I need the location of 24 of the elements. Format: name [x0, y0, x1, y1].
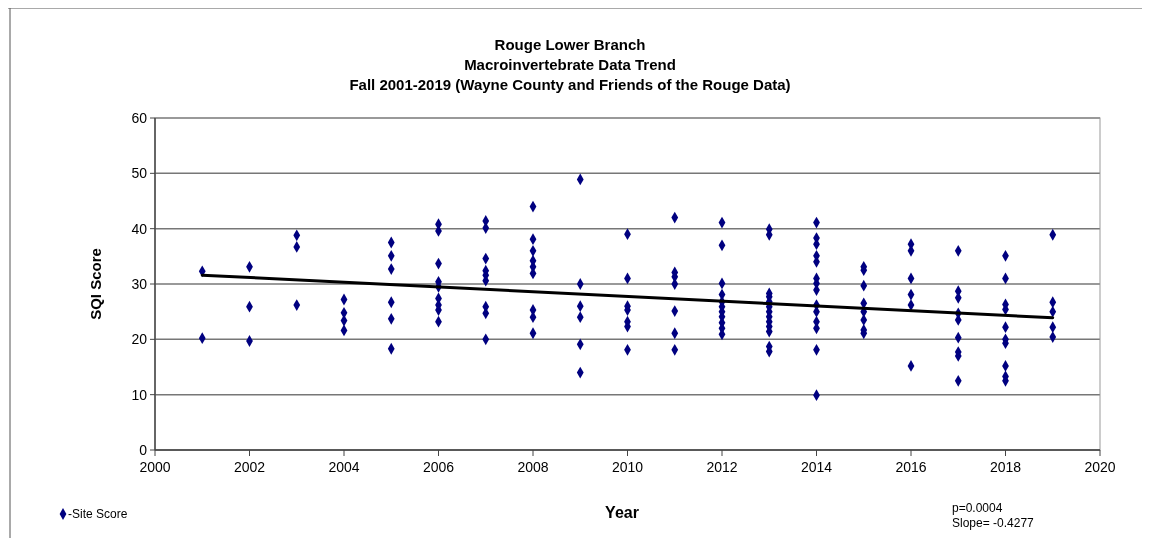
- x-tick-label: 2008: [517, 459, 549, 475]
- x-tick-label: 2004: [328, 459, 360, 475]
- y-tick-label: 10: [131, 386, 148, 403]
- x-axis-title: Year: [605, 504, 639, 521]
- x-tick-label: 2012: [706, 459, 738, 475]
- y-tick-label: 0: [139, 441, 148, 458]
- x-tick-label: 2002: [233, 459, 266, 475]
- x-tick-label: 2014: [800, 459, 833, 475]
- x-tick-label: 2000: [139, 459, 171, 475]
- text: p=0.0004: [952, 501, 1003, 515]
- legend-label: -Site Score: [68, 507, 128, 522]
- y-tick-label: 50: [131, 165, 148, 182]
- x-tick-label: 2006: [422, 459, 455, 475]
- y-tick-label: 30: [131, 275, 148, 292]
- y-tick-label: 60: [131, 109, 148, 126]
- y-tick-label: 40: [131, 220, 148, 237]
- x-tick-label: 2020: [1084, 459, 1116, 475]
- y-tick-label: 20: [131, 331, 148, 348]
- x-tick-label: 2018: [989, 459, 1022, 475]
- chart-title: Rouge Lower Branch Macroinvertebrate Data Trend Fall 2001-2019 (Wayne County and Friends of the Rouge Data): [349, 36, 791, 93]
- text: Slope= -0.4277: [952, 516, 1035, 530]
- x-tick-label: 2016: [895, 459, 927, 475]
- y-axis-title: SQI Score: [87, 248, 104, 320]
- x-tick-label: 2010: [611, 459, 644, 475]
